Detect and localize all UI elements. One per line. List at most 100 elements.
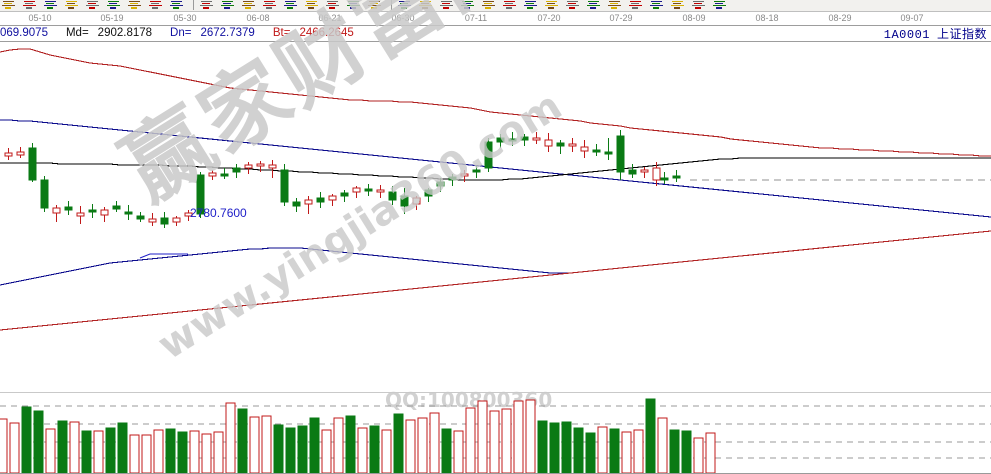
candlestick[interactable]: [652, 162, 661, 186]
volume-bar[interactable]: [165, 428, 176, 474]
candlestick[interactable]: [304, 196, 313, 214]
volume-bar[interactable]: [0, 418, 8, 474]
toolbar-grid-numbers-icon[interactable]: [149, 0, 163, 11]
toolbar-speed-line-1-icon[interactable]: [608, 0, 622, 11]
candlestick[interactable]: [484, 138, 493, 172]
volume-bar[interactable]: [489, 410, 500, 474]
candlestick[interactable]: [136, 212, 145, 222]
candlestick[interactable]: [616, 130, 625, 180]
volume-bar[interactable]: [441, 428, 452, 474]
candlestick[interactable]: [76, 206, 85, 224]
toolbar-bowl-icon[interactable]: [503, 0, 517, 11]
candlestick[interactable]: [640, 167, 649, 178]
candlestick[interactable]: [196, 172, 205, 218]
candlestick[interactable]: [400, 188, 409, 214]
volume-bar[interactable]: [81, 430, 92, 474]
volume-bar[interactable]: [549, 422, 560, 474]
candlestick[interactable]: [4, 148, 13, 160]
candlestick[interactable]: [660, 172, 669, 184]
volume-bar[interactable]: [273, 424, 284, 474]
volume-bar[interactable]: [333, 417, 344, 474]
candlestick[interactable]: [472, 166, 481, 178]
volume-bar[interactable]: [201, 433, 212, 474]
volume-bar[interactable]: [93, 430, 104, 474]
volume-bar[interactable]: [297, 425, 308, 474]
candlestick[interactable]: [88, 204, 97, 218]
candlestick[interactable]: [364, 184, 373, 196]
candlestick[interactable]: [112, 201, 121, 212]
candlestick[interactable]: [532, 132, 541, 144]
toolbar-waveform-icon[interactable]: [128, 0, 142, 11]
volume-bar[interactable]: [57, 420, 68, 474]
candlestick[interactable]: [268, 160, 277, 178]
volume-bar[interactable]: [249, 416, 260, 474]
volume-bar[interactable]: [465, 407, 476, 474]
volume-bar[interactable]: [117, 422, 128, 474]
toolbar-percent-label-icon[interactable]: [440, 0, 454, 11]
volume-bar[interactable]: [177, 431, 188, 474]
toolbar-bed-rule-icon[interactable]: [200, 0, 214, 11]
price-chart-pane[interactable]: [0, 42, 991, 387]
toolbar-speed-line-4-icon[interactable]: [671, 0, 685, 11]
volume-bar[interactable]: [597, 426, 608, 474]
volume-bar[interactable]: [657, 417, 668, 474]
toolbar-brush-icon[interactable]: [263, 0, 277, 11]
candlestick[interactable]: [28, 143, 37, 182]
drawing-toolbar[interactable]: [0, 0, 991, 12]
candlestick[interactable]: [232, 164, 241, 178]
toolbar-speed-line-5-icon[interactable]: [692, 0, 706, 11]
volume-bar[interactable]: [609, 428, 620, 474]
volume-bar[interactable]: [225, 402, 236, 474]
volume-bar[interactable]: [141, 434, 152, 474]
volume-bar[interactable]: [345, 415, 356, 474]
candlestick[interactable]: [412, 196, 421, 210]
volume-bar[interactable]: [633, 429, 644, 474]
volume-bar[interactable]: [285, 427, 296, 474]
volume-bar[interactable]: [561, 421, 572, 474]
toolbar-magnet-icon[interactable]: [44, 0, 58, 11]
volume-bar[interactable]: [309, 417, 320, 474]
volume-bar[interactable]: [453, 430, 464, 474]
candlestick[interactable]: [556, 140, 565, 154]
candlestick[interactable]: [64, 201, 73, 215]
volume-bar[interactable]: [105, 427, 116, 474]
toolbar-level-icon[interactable]: [524, 0, 538, 11]
candlestick[interactable]: [52, 205, 61, 222]
candlestick[interactable]: [184, 210, 193, 221]
candlestick[interactable]: [460, 170, 469, 182]
toolbar-rocket-icon[interactable]: [545, 0, 559, 11]
price-chart-svg[interactable]: [0, 42, 991, 387]
volume-chart-pane[interactable]: [0, 392, 991, 474]
toolbar-tick-marks-icon[interactable]: [170, 0, 184, 11]
candlestick[interactable]: [376, 185, 385, 198]
toolbar-vertical-lines-icon[interactable]: [86, 0, 100, 11]
candlestick[interactable]: [544, 133, 553, 152]
candlestick[interactable]: [328, 194, 337, 206]
candlestick[interactable]: [316, 192, 325, 208]
toolbar-cursor-icon[interactable]: [2, 0, 16, 11]
candlestick[interactable]: [292, 198, 301, 212]
volume-bar[interactable]: [693, 437, 704, 474]
volume-bar[interactable]: [705, 432, 716, 474]
toolbar-bar-grid-icon[interactable]: [326, 0, 340, 11]
volume-bar[interactable]: [621, 431, 632, 474]
candlestick[interactable]: [100, 207, 109, 222]
toolbar-period-icon[interactable]: [461, 0, 475, 11]
candlestick[interactable]: [628, 164, 637, 178]
volume-bar[interactable]: [429, 412, 440, 474]
candlestick[interactable]: [568, 138, 577, 152]
candlestick[interactable]: [220, 168, 229, 179]
volume-bar[interactable]: [477, 400, 488, 474]
volume-bar[interactable]: [417, 417, 428, 474]
toolbar-speed-line-6-icon[interactable]: [713, 0, 727, 11]
volume-bar[interactable]: [321, 429, 332, 474]
toolbar-percent-icon[interactable]: [419, 0, 433, 11]
toolbar-pen-icon[interactable]: [284, 0, 298, 11]
candlestick[interactable]: [604, 138, 613, 160]
candlestick[interactable]: [16, 147, 25, 158]
volume-bar[interactable]: [33, 410, 44, 474]
candlestick[interactable]: [436, 178, 445, 192]
toolbar-level2-icon[interactable]: [587, 0, 601, 11]
volume-bar[interactable]: [45, 428, 56, 474]
volume-bar[interactable]: [573, 427, 584, 474]
